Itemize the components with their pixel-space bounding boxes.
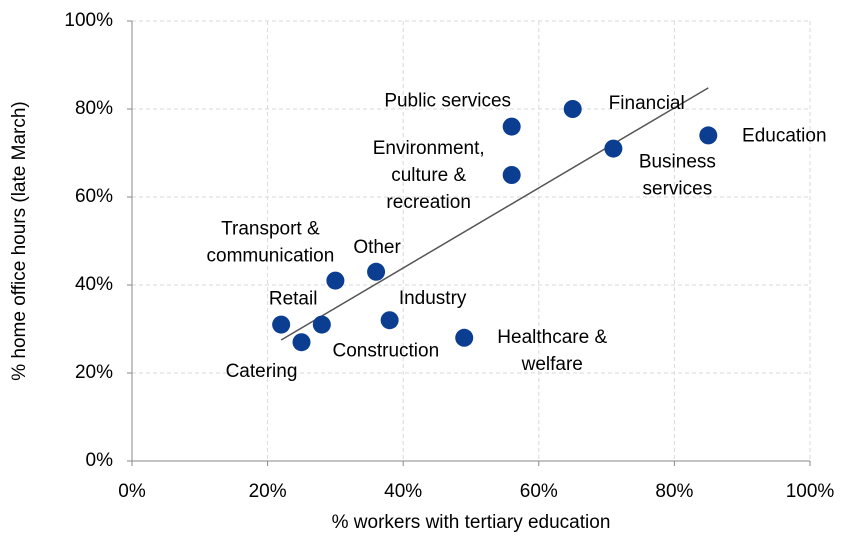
point xyxy=(380,311,399,330)
point-label: Healthcare & welfare xyxy=(497,327,607,375)
x-tick-label: 40% xyxy=(384,481,422,502)
point xyxy=(272,315,291,334)
y-tick-label: 40% xyxy=(75,274,113,295)
point-label-line: Industry xyxy=(399,288,467,309)
point-label: Catering xyxy=(226,361,298,382)
x-tick-label: 60% xyxy=(520,481,558,502)
x-tick-label: 0% xyxy=(118,481,146,502)
y-axis-title: % home office hours (late March) xyxy=(9,101,30,381)
point-label-line: Construction xyxy=(333,341,440,362)
point-label: Business services xyxy=(639,152,716,200)
point-label-line: Other xyxy=(353,237,401,258)
point xyxy=(563,100,582,118)
point xyxy=(326,271,345,290)
point-label: Industry xyxy=(399,288,467,309)
point-label: Other xyxy=(353,237,401,258)
point xyxy=(699,126,718,145)
point xyxy=(292,333,311,352)
point-label: Environment, culture & recreation xyxy=(373,138,485,213)
y-tick-label: 100% xyxy=(64,10,113,31)
point xyxy=(312,315,331,334)
x-tick-label: 80% xyxy=(655,481,693,502)
point-label-line: Financial xyxy=(609,93,685,114)
point-label-line: Business xyxy=(639,152,716,173)
point xyxy=(502,166,521,184)
x-tick-label: 100% xyxy=(786,481,835,502)
y-tick-label: 20% xyxy=(75,362,113,383)
point-label-line: Retail xyxy=(269,289,318,310)
point-label-line: Environment, xyxy=(373,138,485,159)
point-label-line: culture & xyxy=(391,165,466,186)
point-label-line: recreation xyxy=(386,192,471,213)
point-label-line: Public services xyxy=(384,91,511,112)
x-tick-label: 20% xyxy=(249,481,287,502)
point-label-line: welfare xyxy=(521,354,583,375)
x-axis-title: % workers with tertiary education xyxy=(332,512,611,533)
y-tick-label: 0% xyxy=(86,450,114,471)
point-label: Public services xyxy=(384,91,511,112)
y-tick-label: 80% xyxy=(75,98,113,119)
point-label: Construction xyxy=(333,341,440,362)
trendline xyxy=(280,87,709,341)
y-tick-label: 60% xyxy=(75,186,113,207)
point-label: Transport & communication xyxy=(207,219,335,267)
point-label-line: Healthcare & xyxy=(497,327,607,348)
point-label: Education xyxy=(742,125,827,146)
point-label: Financial xyxy=(609,93,685,114)
point xyxy=(604,139,623,158)
point-label-line: Catering xyxy=(226,361,298,382)
point-label-line: communication xyxy=(207,246,335,267)
point-label: Retail xyxy=(269,289,318,310)
point-label-line: services xyxy=(643,179,713,200)
point-label-line: Education xyxy=(742,125,827,146)
point xyxy=(367,262,386,281)
point xyxy=(502,117,521,136)
point-label-line: Transport & xyxy=(221,219,320,240)
point xyxy=(455,328,474,347)
